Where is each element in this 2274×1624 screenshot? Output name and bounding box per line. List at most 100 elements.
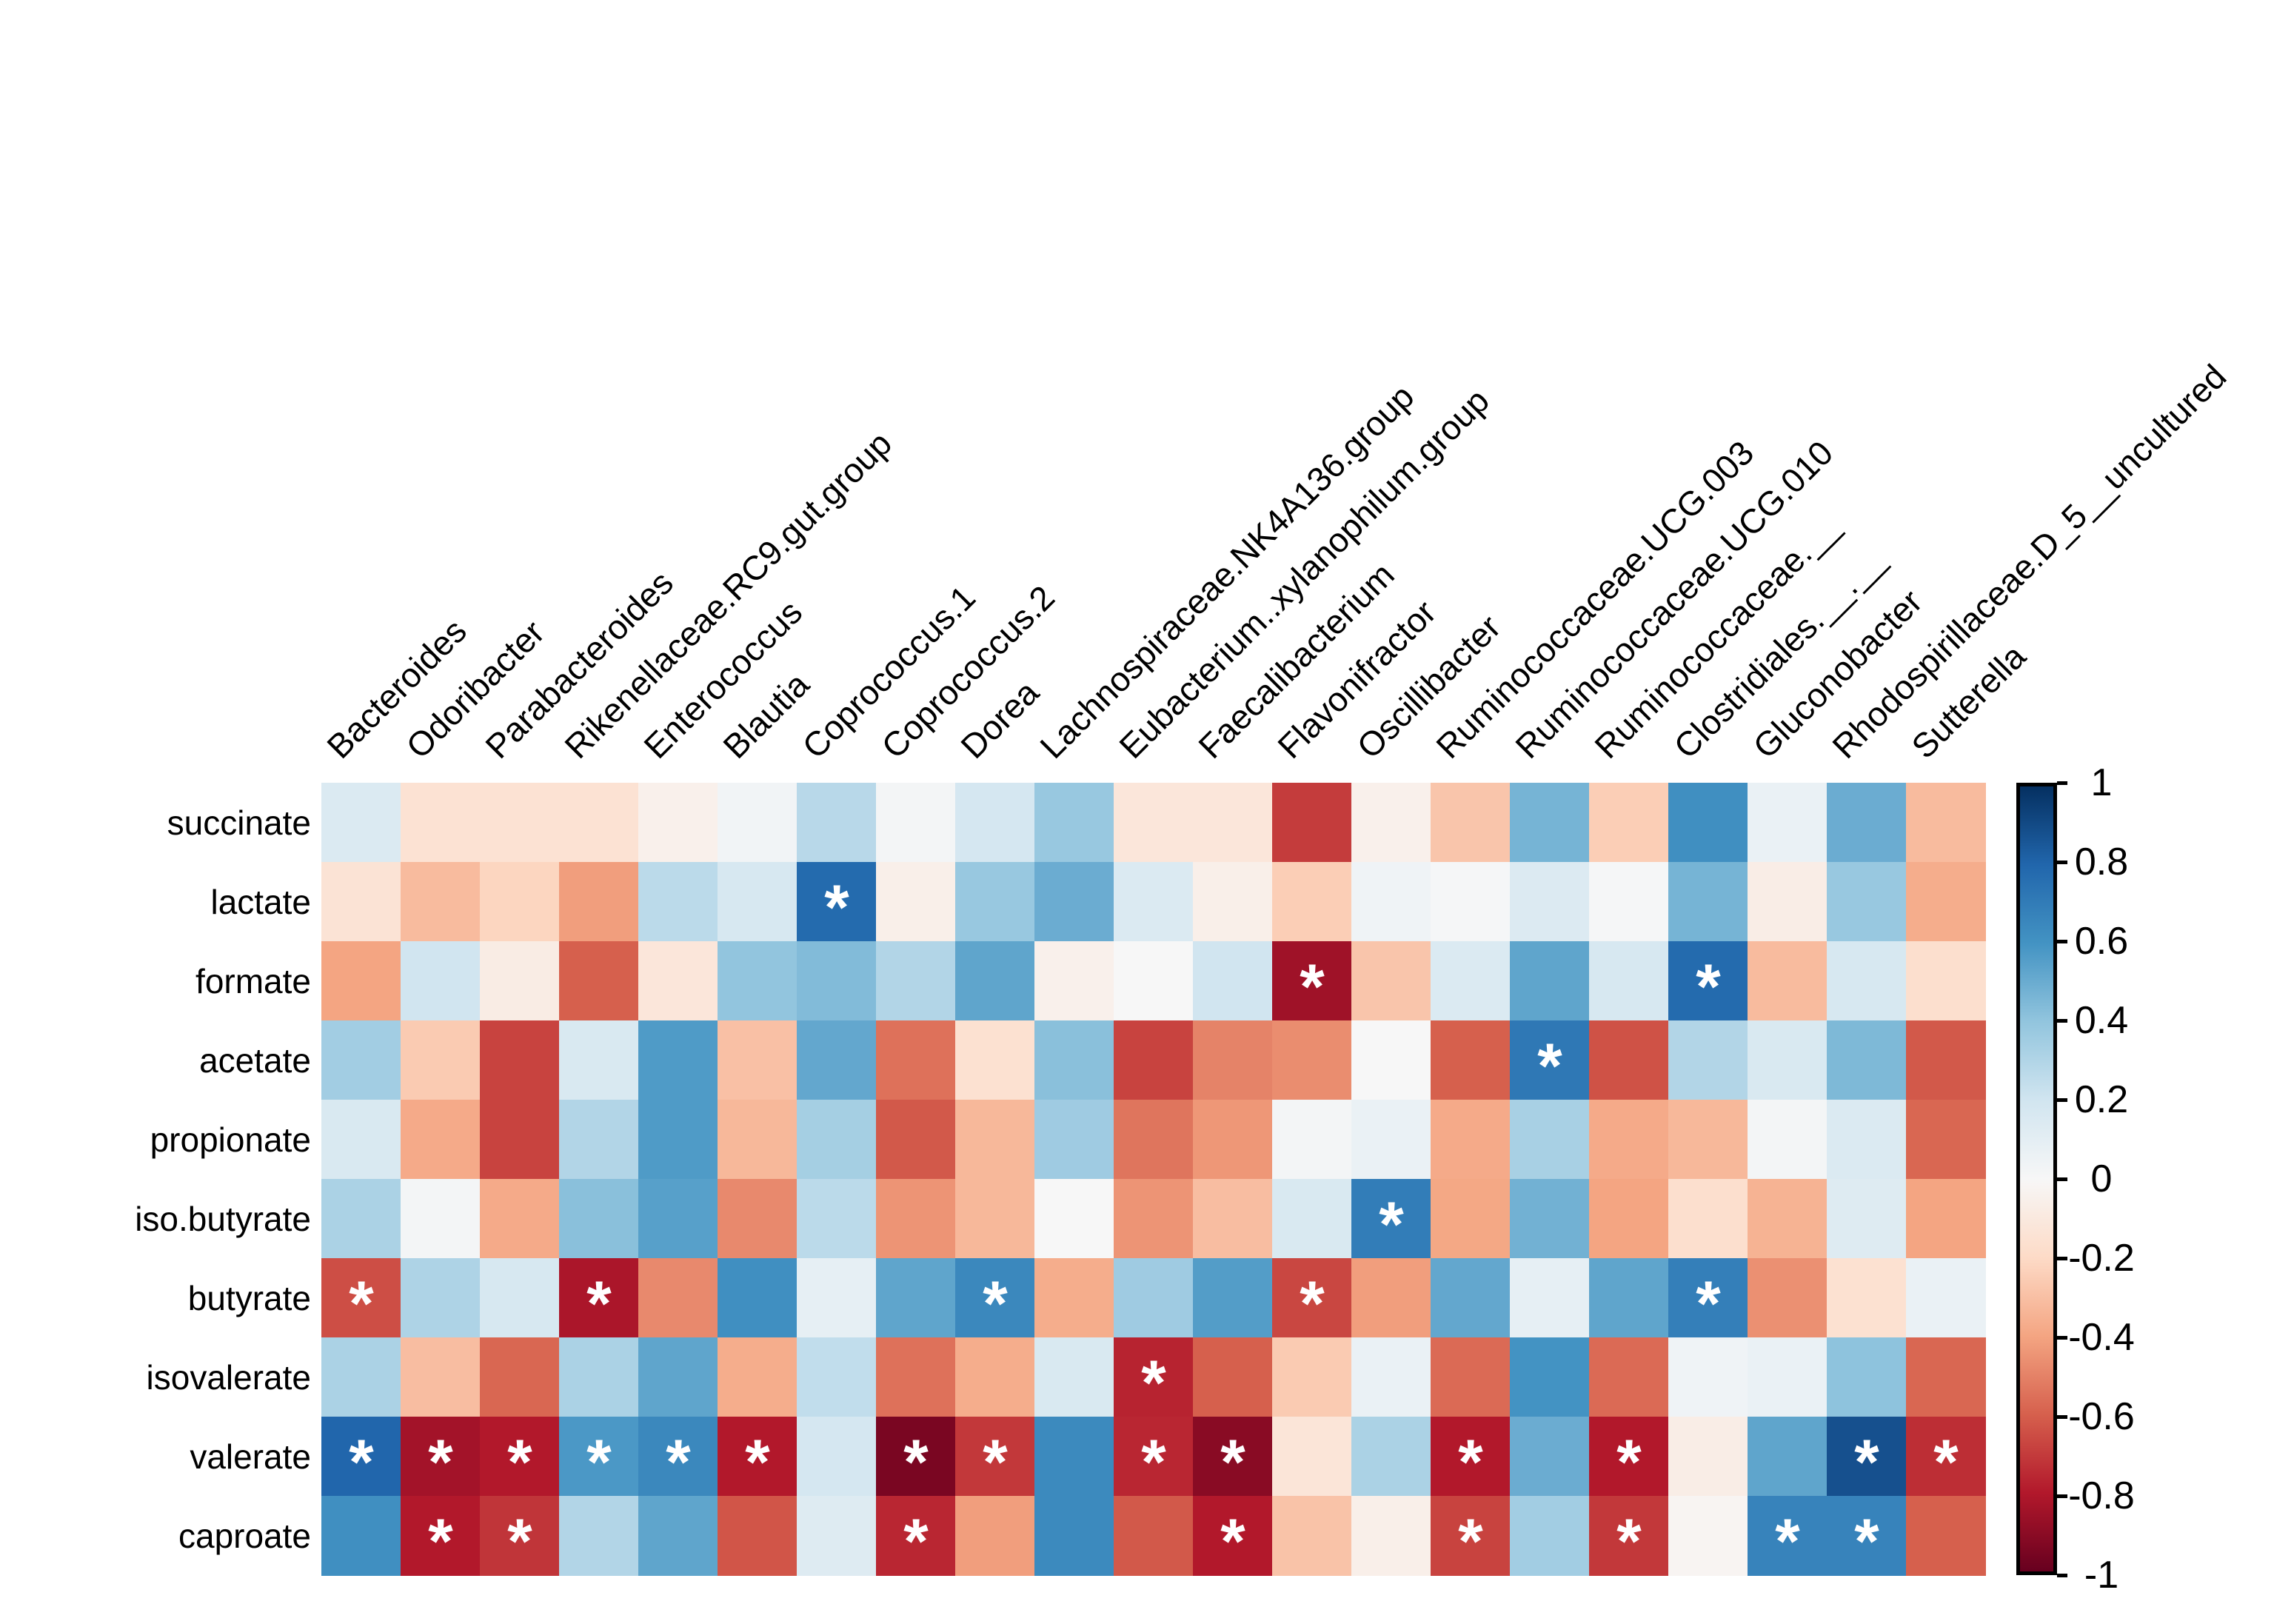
heatmap-cell: * [1827, 1496, 1907, 1576]
heatmap-cell [1906, 1496, 1986, 1576]
heatmap-cell: * [1114, 1417, 1194, 1497]
heatmap-cell [1351, 1337, 1431, 1417]
column-label: Rhodospirillaceae.D_5__uncultured [1824, 357, 2233, 766]
heatmap-cell [955, 862, 1035, 942]
significance-star: * [1220, 1506, 1245, 1578]
heatmap-cell [1114, 1179, 1194, 1259]
heatmap-cell [876, 1179, 956, 1259]
colorbar-tick-label: -0.4 [2068, 1316, 2135, 1359]
heatmap-cell [1272, 1496, 1352, 1576]
significance-star: * [1300, 1269, 1325, 1340]
heatmap-cell [797, 1020, 877, 1100]
heatmap-cell [1748, 941, 1827, 1021]
heatmap-cell [1351, 941, 1431, 1021]
row-label: isovalerate [146, 1357, 311, 1397]
heatmap-cell [559, 1496, 639, 1576]
heatmap-cell [1589, 862, 1669, 942]
heatmap-cell [1351, 783, 1431, 863]
significance-star: * [1616, 1506, 1642, 1578]
significance-star: * [983, 1427, 1008, 1499]
heatmap-cell [1906, 1258, 1986, 1338]
heatmap-cell [1906, 1020, 1986, 1100]
heatmap-cell [559, 1100, 639, 1180]
heatmap-cell [559, 1179, 639, 1259]
heatmap-cell [955, 783, 1035, 863]
heatmap-cell [1510, 1496, 1590, 1576]
heatmap-cell [955, 1496, 1035, 1576]
heatmap-cell [638, 1258, 718, 1338]
significance-star: * [1696, 952, 1721, 1023]
significance-star: * [1458, 1427, 1483, 1499]
heatmap-cell [1748, 1337, 1827, 1417]
heatmap-cell: * [321, 1417, 401, 1497]
heatmap-cell: * [401, 1417, 481, 1497]
heatmap-cell: * [1431, 1496, 1511, 1576]
heatmap-cell [718, 783, 797, 863]
significance-star: * [666, 1427, 691, 1499]
significance-star: * [1379, 1189, 1404, 1261]
heatmap-cell [797, 1337, 877, 1417]
heatmap-cell [480, 1100, 560, 1180]
heatmap-cell [797, 1496, 877, 1576]
heatmap-cell [718, 1020, 797, 1100]
heatmap-cell [1034, 862, 1114, 942]
heatmap-cell [1589, 1020, 1669, 1100]
heatmap-cell [321, 1020, 401, 1100]
significance-star: * [983, 1269, 1008, 1340]
heatmap-cell [1431, 1258, 1511, 1338]
heatmap-cell [480, 783, 560, 863]
colorbar-tick [2057, 939, 2067, 943]
heatmap-cell [876, 783, 956, 863]
heatmap-cell [1906, 1179, 1986, 1259]
heatmap-cell [401, 1179, 481, 1259]
heatmap-cell [321, 1496, 401, 1576]
heatmap-cell [797, 941, 877, 1021]
heatmap-cell [1351, 1496, 1431, 1576]
heatmap-cell: * [559, 1258, 639, 1338]
heatmap-cell [401, 941, 481, 1021]
heatmap-cell [1748, 1258, 1827, 1338]
heatmap-cell [955, 1020, 1035, 1100]
significance-star: * [1854, 1427, 1879, 1499]
heatmap-cell [1827, 1020, 1907, 1100]
heatmap-cell [401, 1337, 481, 1417]
heatmap-cell [1748, 862, 1827, 942]
heatmap-cell [401, 783, 481, 863]
heatmap-cell [321, 862, 401, 942]
heatmap-cell [1589, 1179, 1669, 1259]
heatmap-cell [1827, 783, 1907, 863]
colorbar-tick-label: 1 [2090, 761, 2113, 804]
colorbar-tick [2057, 1177, 2067, 1181]
heatmap-cell [1193, 1100, 1273, 1180]
heatmap-cell [718, 1179, 797, 1259]
colorbar-tick-label: -1 [2084, 1554, 2119, 1597]
heatmap-cell [1272, 862, 1352, 942]
heatmap-cell [955, 941, 1035, 1021]
heatmap-cell [321, 1100, 401, 1180]
significance-star: * [1933, 1427, 1959, 1499]
heatmap-cell [1193, 783, 1273, 863]
heatmap-cell: * [1272, 1258, 1352, 1338]
heatmap-cell [1748, 783, 1827, 863]
heatmap-cell [1034, 1020, 1114, 1100]
heatmap-cell [1431, 1179, 1511, 1259]
heatmap-cell: * [480, 1417, 560, 1497]
heatmap-cell [638, 783, 718, 863]
heatmap-cell [1510, 1100, 1590, 1180]
heatmap-cell [876, 1337, 956, 1417]
heatmap-cell [1193, 1258, 1273, 1338]
heatmap-cell [1193, 941, 1273, 1021]
heatmap-cell [1114, 1020, 1194, 1100]
heatmap-cell [559, 783, 639, 863]
heatmap-cell [1351, 862, 1431, 942]
colorbar-tick [2057, 860, 2067, 864]
colorbar-tick [2057, 781, 2067, 785]
heatmap-cell: * [1272, 941, 1352, 1021]
heatmap-cell: * [718, 1417, 797, 1497]
heatmap-cell: * [559, 1417, 639, 1497]
heatmap-cell [797, 1258, 877, 1338]
heatmap-cell: * [955, 1417, 1035, 1497]
heatmap-cell [955, 1337, 1035, 1417]
significance-star: * [349, 1269, 374, 1340]
colorbar-tick-label: 0.2 [2074, 1078, 2129, 1121]
